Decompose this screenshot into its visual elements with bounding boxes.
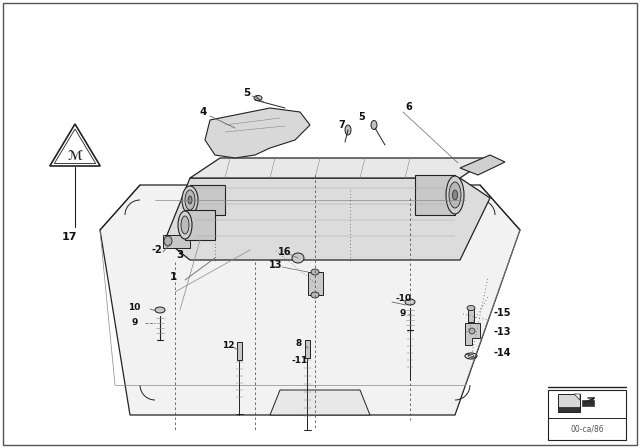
- Ellipse shape: [311, 269, 319, 275]
- Bar: [558, 407, 580, 412]
- Polygon shape: [185, 210, 215, 240]
- Ellipse shape: [371, 121, 377, 129]
- Text: 17: 17: [61, 232, 77, 242]
- Ellipse shape: [182, 186, 198, 214]
- Text: 9: 9: [400, 309, 406, 318]
- Ellipse shape: [185, 190, 195, 210]
- Text: 00-ca/86: 00-ca/86: [570, 425, 604, 434]
- Bar: [548, 390, 626, 440]
- Polygon shape: [190, 158, 490, 178]
- Text: 6: 6: [405, 102, 412, 112]
- Ellipse shape: [311, 292, 319, 298]
- Ellipse shape: [345, 125, 351, 135]
- Text: 8: 8: [295, 339, 301, 348]
- Polygon shape: [465, 323, 480, 345]
- Ellipse shape: [469, 328, 475, 334]
- Ellipse shape: [178, 211, 192, 239]
- Bar: [305, 340, 310, 358]
- Ellipse shape: [164, 236, 172, 246]
- Text: 5: 5: [243, 88, 250, 98]
- Text: 3: 3: [176, 250, 183, 260]
- Ellipse shape: [467, 306, 475, 310]
- Ellipse shape: [452, 190, 458, 200]
- Polygon shape: [100, 185, 520, 415]
- Polygon shape: [165, 178, 490, 260]
- Polygon shape: [574, 394, 580, 400]
- Text: 12: 12: [222, 340, 234, 349]
- Text: 13: 13: [269, 260, 282, 270]
- Polygon shape: [415, 175, 455, 215]
- Bar: [468, 308, 474, 322]
- Ellipse shape: [405, 299, 415, 305]
- Ellipse shape: [188, 196, 192, 204]
- Text: -15: -15: [494, 308, 511, 318]
- Ellipse shape: [449, 182, 461, 208]
- Text: -2: -2: [152, 245, 163, 255]
- Ellipse shape: [155, 307, 165, 313]
- Text: -10: -10: [396, 293, 412, 302]
- Polygon shape: [190, 185, 225, 215]
- Polygon shape: [205, 108, 310, 158]
- Text: ℳ: ℳ: [68, 150, 83, 163]
- Bar: [237, 342, 242, 360]
- Text: -13: -13: [494, 327, 511, 337]
- Text: 4: 4: [200, 107, 207, 117]
- Polygon shape: [163, 235, 190, 248]
- Text: -11: -11: [291, 356, 307, 365]
- Text: 1: 1: [170, 272, 177, 282]
- Polygon shape: [308, 272, 323, 295]
- Text: -14: -14: [494, 348, 511, 358]
- Ellipse shape: [181, 216, 189, 234]
- Bar: [582, 400, 594, 406]
- Text: 7: 7: [338, 120, 345, 130]
- Text: 10: 10: [128, 302, 140, 311]
- Text: 16: 16: [278, 247, 291, 257]
- Ellipse shape: [254, 95, 262, 100]
- Ellipse shape: [446, 176, 464, 214]
- Text: 9: 9: [132, 318, 138, 327]
- Ellipse shape: [292, 253, 304, 263]
- Bar: [558, 394, 580, 412]
- Polygon shape: [270, 390, 370, 415]
- Text: 5: 5: [358, 112, 365, 122]
- Polygon shape: [460, 155, 505, 175]
